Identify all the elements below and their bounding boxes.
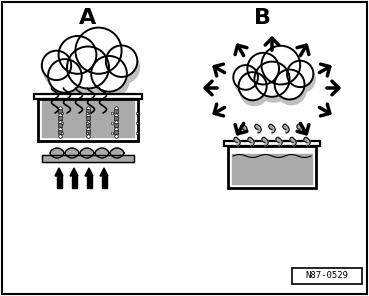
Circle shape: [275, 70, 304, 99]
Polygon shape: [85, 168, 93, 176]
Circle shape: [67, 46, 109, 89]
Circle shape: [240, 78, 269, 106]
Circle shape: [106, 46, 137, 77]
Bar: [56, 176, 62, 188]
Bar: [86, 109, 90, 113]
Bar: [42, 155, 134, 162]
Polygon shape: [262, 137, 268, 146]
Text: B: B: [254, 8, 270, 28]
Polygon shape: [283, 124, 289, 133]
Polygon shape: [304, 137, 310, 146]
Circle shape: [256, 67, 292, 102]
Circle shape: [42, 51, 71, 80]
Polygon shape: [55, 168, 63, 176]
Bar: [86, 123, 90, 127]
Circle shape: [93, 62, 129, 98]
Bar: [58, 130, 62, 134]
Circle shape: [249, 58, 281, 90]
Circle shape: [61, 42, 99, 80]
Polygon shape: [50, 148, 64, 158]
Polygon shape: [255, 124, 261, 133]
Text: A: A: [79, 8, 97, 28]
Bar: [58, 109, 62, 113]
Circle shape: [262, 46, 300, 84]
Bar: [58, 116, 62, 120]
Polygon shape: [80, 148, 94, 158]
Circle shape: [289, 66, 315, 92]
Circle shape: [69, 53, 111, 95]
Bar: [86, 116, 90, 120]
Circle shape: [50, 65, 84, 99]
Bar: [114, 123, 118, 127]
Circle shape: [287, 61, 313, 87]
Polygon shape: [290, 137, 296, 146]
Bar: [34, 94, 142, 99]
Polygon shape: [276, 137, 282, 146]
Bar: [58, 123, 62, 127]
Bar: [224, 141, 320, 146]
Bar: [42, 101, 134, 137]
Circle shape: [75, 28, 122, 74]
Polygon shape: [65, 148, 79, 158]
Bar: [86, 130, 90, 134]
Circle shape: [239, 72, 267, 100]
Circle shape: [59, 36, 96, 74]
Polygon shape: [297, 124, 303, 133]
Polygon shape: [110, 148, 124, 158]
Bar: [232, 154, 312, 184]
Bar: [101, 176, 107, 188]
Bar: [42, 155, 134, 162]
Bar: [72, 176, 76, 188]
Circle shape: [91, 56, 127, 92]
Bar: [114, 116, 118, 120]
Bar: [114, 130, 118, 134]
Circle shape: [44, 57, 73, 86]
Bar: [86, 176, 92, 188]
Polygon shape: [269, 124, 275, 133]
Circle shape: [254, 62, 290, 97]
Bar: [228, 146, 316, 188]
Circle shape: [247, 53, 279, 84]
Circle shape: [276, 75, 306, 105]
Circle shape: [263, 51, 302, 90]
Polygon shape: [70, 168, 78, 176]
Polygon shape: [248, 137, 254, 146]
Text: N87-0529: N87-0529: [306, 271, 348, 281]
Circle shape: [108, 52, 139, 83]
Circle shape: [233, 65, 258, 90]
Circle shape: [235, 70, 260, 95]
Bar: [114, 109, 118, 113]
Polygon shape: [95, 148, 109, 158]
Circle shape: [77, 34, 124, 80]
Polygon shape: [241, 124, 247, 133]
Polygon shape: [100, 168, 108, 176]
Bar: [38, 99, 138, 141]
Polygon shape: [234, 137, 240, 146]
Bar: [292, 268, 362, 284]
Circle shape: [48, 59, 82, 93]
